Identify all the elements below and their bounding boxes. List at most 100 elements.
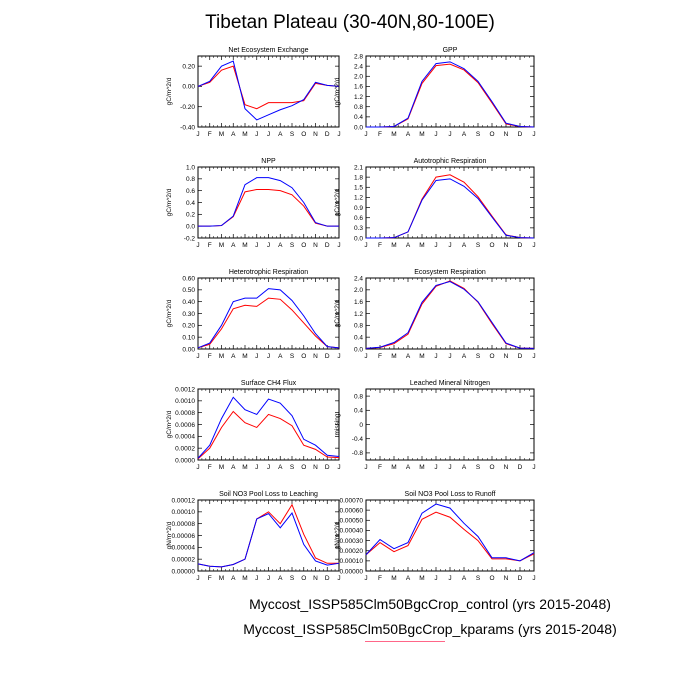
x-tick-label: J: [434, 242, 437, 249]
x-tick-label: J: [196, 464, 199, 471]
x-tick-label: J: [255, 242, 258, 249]
y-tick-label: 1.0: [186, 164, 195, 171]
y-tick-label: 1.6: [354, 84, 363, 91]
y-tick-label: 0.0: [354, 235, 363, 242]
y-tick-label: 0.20: [182, 323, 195, 330]
x-tick-label: S: [476, 242, 481, 249]
x-tick-label: S: [476, 575, 481, 582]
y-tick-label: 0.0008: [175, 410, 195, 417]
x-tick-label: M: [391, 353, 396, 360]
y-tick-label: 0.4: [186, 200, 195, 207]
x-tick-label: J: [448, 464, 451, 471]
x-tick-label: J: [364, 242, 367, 249]
x-tick-label: F: [208, 131, 212, 138]
series-line-control: [365, 503, 535, 562]
y-tick-label: 0.10: [182, 334, 195, 341]
legend-entry-kparams: Myccost_ISSP585Clm50BgcCrop_kparams (yrs…: [243, 621, 617, 637]
y-tick-label: 0.00020: [340, 548, 364, 555]
series-line-control: [198, 177, 339, 227]
x-tick-label: A: [231, 464, 236, 471]
series-line-kparams: [197, 297, 340, 349]
y-tick-label: 0.00004: [172, 545, 196, 552]
x-tick-label: F: [208, 242, 212, 249]
x-tick-label: M: [242, 131, 247, 138]
y-tick-label: 0.8: [354, 323, 363, 330]
x-tick-label: F: [378, 353, 382, 360]
y-axis-label: gN/m^2/d: [166, 521, 173, 549]
x-tick-label: J: [255, 464, 258, 471]
chart-title: Soil NO3 Pool Loss to Leaching: [219, 491, 318, 498]
y-tick-label: 0.0006: [175, 422, 195, 429]
y-tick-label: 0.8: [354, 104, 363, 111]
x-tick-label: N: [313, 131, 318, 138]
x-tick-label: S: [290, 131, 295, 138]
x-tick-label: A: [406, 464, 411, 471]
plot-frame: [365, 499, 535, 572]
series-line-control: [366, 61, 535, 128]
y-tick-label: 0.30: [182, 311, 195, 318]
series-line-control: [365, 281, 535, 349]
x-tick-label: N: [504, 575, 509, 582]
chart-panel-6: Ecosystem Respiration gC/m^2/d J F M A M J J A S O N…: [334, 269, 536, 360]
x-tick-label: O: [489, 131, 494, 138]
x-tick-label: A: [278, 242, 283, 249]
y-tick-label: 0.0000: [175, 457, 195, 464]
chart-title: Heterotrophic Respiration: [229, 269, 308, 276]
x-tick-label: S: [290, 353, 295, 360]
x-tick-label: J: [364, 575, 367, 582]
x-tick-label: N: [313, 575, 318, 582]
x-tick-label: F: [208, 464, 212, 471]
y-axis-label: gC/m^2/d: [334, 188, 341, 216]
chart-title: GPP: [443, 47, 458, 54]
x-tick-label: O: [489, 353, 494, 360]
series-line-kparams: [365, 511, 535, 562]
series-line-control: [366, 178, 535, 239]
chart-title: Net Ecosystem Exchange: [228, 47, 308, 54]
y-tick-label: 0.00: [182, 84, 195, 91]
y-tick-label: 2.0: [354, 74, 363, 81]
x-tick-label: S: [476, 464, 481, 471]
x-tick-label: M: [219, 242, 224, 249]
y-tick-label: 0.4: [354, 408, 363, 415]
y-tick-label: 1.2: [354, 94, 363, 101]
x-tick-label: F: [378, 464, 382, 471]
series-line-kparams: [365, 280, 535, 349]
y-tick-label: 1.2: [354, 311, 363, 318]
y-tick-label: 0.00000: [172, 568, 196, 575]
y-tick-label: 0.4: [354, 114, 363, 121]
chart-title: NPP: [261, 158, 276, 165]
y-axis-label: gC/m^2/d: [334, 77, 341, 105]
x-tick-label: J: [337, 464, 340, 471]
x-tick-label: A: [406, 353, 411, 360]
y-tick-label: 0.6: [354, 215, 363, 222]
x-tick-label: N: [504, 131, 509, 138]
x-tick-label: O: [489, 575, 494, 582]
x-tick-label: M: [242, 575, 247, 582]
x-tick-label: S: [290, 242, 295, 249]
x-tick-label: J: [448, 242, 451, 249]
plot-frame: [197, 55, 340, 128]
plot-frame: [365, 166, 535, 239]
x-tick-label: J: [267, 464, 270, 471]
series-line-control: [197, 512, 340, 568]
y-tick-label: 0.00000: [340, 568, 364, 575]
x-tick-label: J: [267, 575, 270, 582]
y-tick-label: 1.6: [354, 299, 363, 306]
x-tick-label: F: [378, 131, 382, 138]
series-line-control: [197, 60, 340, 121]
x-tick-label: J: [337, 575, 340, 582]
series-line-control: [197, 288, 340, 349]
x-tick-label: D: [518, 242, 523, 249]
legend-underline: [365, 641, 445, 642]
x-tick-label: M: [391, 242, 396, 249]
x-tick-label: J: [364, 353, 367, 360]
x-tick-label: N: [504, 464, 509, 471]
y-tick-label: 0.00070: [340, 497, 364, 504]
y-tick-label: 0.0004: [175, 434, 195, 441]
x-tick-label: D: [325, 242, 330, 249]
x-tick-label: N: [504, 242, 509, 249]
x-tick-label: A: [278, 131, 283, 138]
